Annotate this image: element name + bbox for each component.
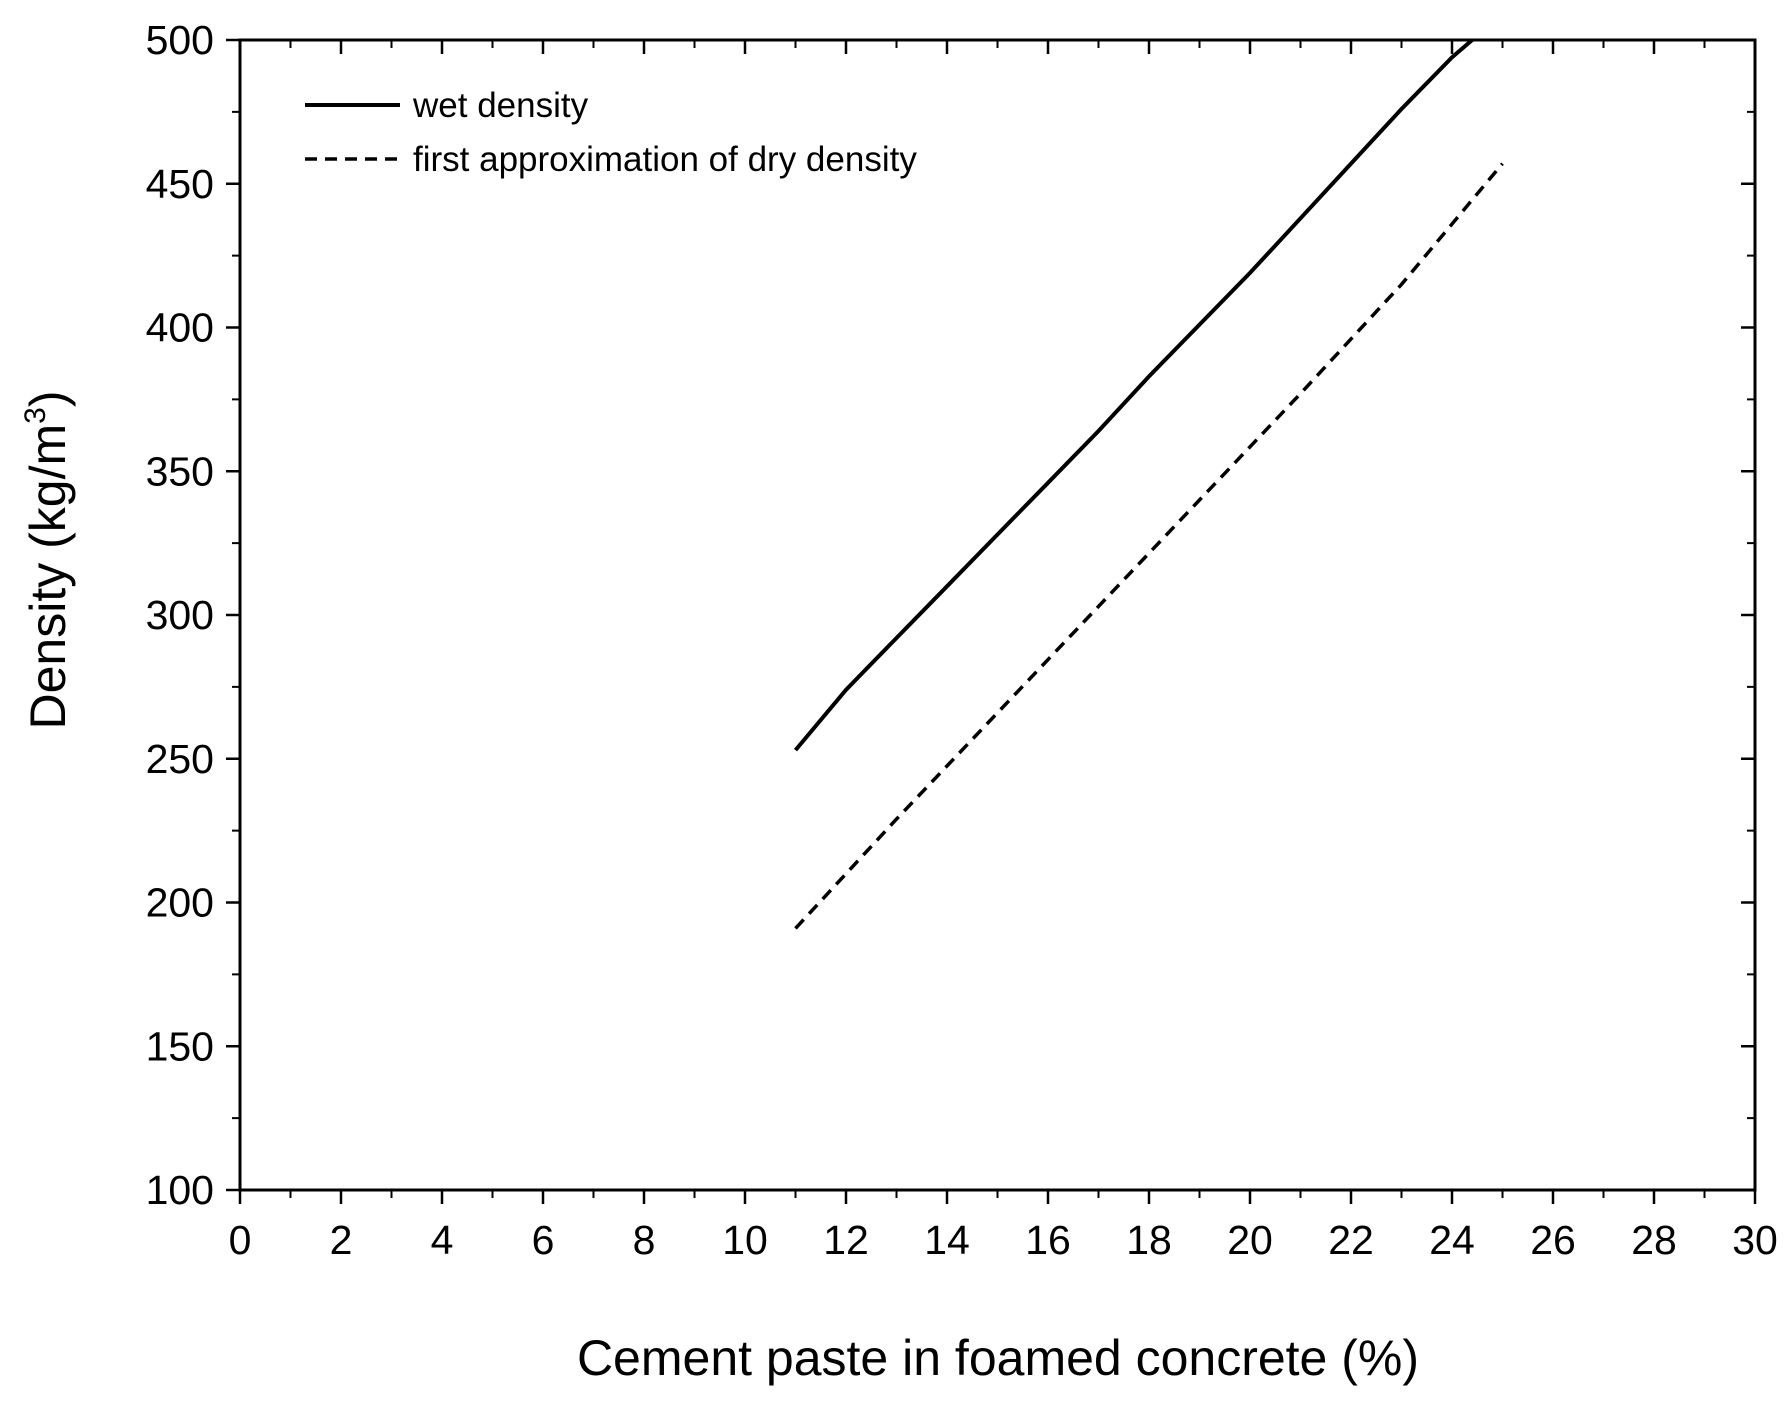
legend-label-0: wet density: [412, 86, 589, 125]
x-tick-label: 0: [229, 1217, 252, 1263]
y-tick-label: 200: [146, 880, 214, 926]
x-tick-label: 20: [1227, 1217, 1273, 1263]
x-axis-title: Cement paste in foamed concrete (%): [577, 1330, 1419, 1386]
x-tick-label: 8: [633, 1217, 656, 1263]
y-tick-labels: 100 150 200 250 300 350 400 450 500: [146, 17, 214, 1213]
legend: wet density first approximation of dry de…: [305, 86, 917, 179]
y-tick-label: 100: [146, 1167, 214, 1213]
legend-label-1: first approximation of dry density: [413, 140, 917, 179]
series-line-0: [793, 38, 1474, 752]
x-tick-label: 6: [532, 1217, 555, 1263]
x-tick-label: 4: [431, 1217, 454, 1263]
y-tick-label: 450: [146, 161, 214, 207]
y-axis-title-close: ): [20, 391, 76, 408]
y-axis-title-sup: 3: [19, 407, 52, 424]
x-tick-label: 24: [1429, 1217, 1475, 1263]
y-tick-label: 400: [146, 305, 214, 351]
y-axis-title-main: Density (kg/m: [20, 424, 76, 730]
x-tick-label: 22: [1328, 1217, 1374, 1263]
x-tick-label: 14: [924, 1217, 970, 1263]
y-tick-label: 300: [146, 592, 214, 638]
plot-frame: [238, 38, 1757, 1192]
x-tick-label: 2: [330, 1217, 353, 1263]
y-tick-label: 250: [146, 736, 214, 782]
x-tick-label: 18: [1126, 1217, 1172, 1263]
y-tick-label: 150: [146, 1023, 214, 1069]
x-tick-label: 10: [722, 1217, 768, 1263]
x-tick-label: 12: [823, 1217, 869, 1263]
x-tick-label: 26: [1530, 1217, 1576, 1263]
axis-ticks: [226, 38, 1757, 1204]
x-tick-label: 16: [1025, 1217, 1071, 1263]
x-tick-label: 30: [1732, 1217, 1778, 1263]
y-axis-title: Density (kg/m3): [19, 391, 76, 730]
x-tick-label: 28: [1631, 1217, 1677, 1263]
series-line-1: [794, 162, 1504, 930]
x-tick-labels: 0 2 4 6 8 10 12 14 16 18 20 22 24 26 28 30: [229, 1217, 1778, 1263]
y-tick-label: 350: [146, 448, 214, 494]
y-tick-label: 500: [146, 17, 214, 63]
series-lines: [793, 38, 1504, 930]
